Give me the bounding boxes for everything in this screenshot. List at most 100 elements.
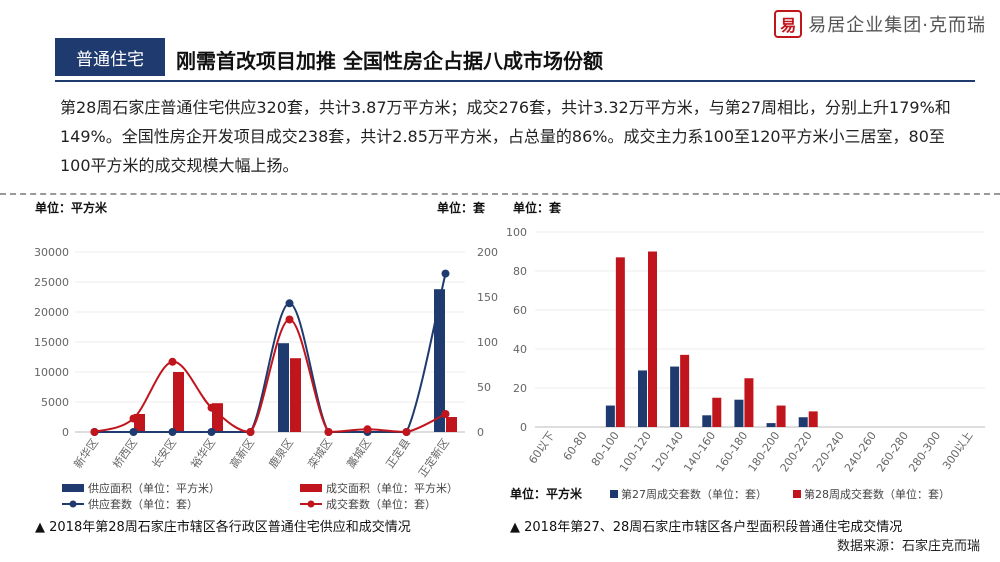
bar-week28 [808, 411, 818, 427]
line-deal-units [94, 318, 446, 434]
ytick-label: 20 [513, 382, 527, 395]
ytick-left-label: 0 [62, 426, 69, 439]
bar-week27 [670, 366, 680, 427]
point-deal-units [207, 403, 216, 412]
left-chart-gridlines [75, 251, 465, 433]
right-chart-bars [605, 251, 818, 427]
bar-deal-area [212, 403, 223, 432]
left-chart-yaxis-right: 0 50 100 150 200 [477, 246, 498, 439]
legend-swatch-week28 [793, 490, 801, 498]
point-supply-units [441, 269, 450, 278]
district-chart: 单位：平方米 单位：套 0 5000 10000 15000 20000 25000 300… [34, 200, 498, 535]
xtick-label: 鹿泉区 [266, 436, 296, 471]
left-chart-bars [134, 289, 457, 432]
ytick-right-label: 200 [477, 246, 498, 259]
legend-swatch-deal-area [300, 484, 322, 492]
bar-week27 [766, 423, 776, 427]
left-chart-caption: ▲ 2018年第28周石家庄市辖区各行政区普通住宅供应和成交情况 [35, 519, 411, 535]
xtick-label: 裕华区 [188, 436, 218, 471]
right-chart-caption: ▲ 2018年第27、28周石家庄市辖区各户型面积段普通住宅成交情况 [510, 519, 902, 535]
ytick-right-label: 150 [477, 291, 498, 304]
bar-supply-area [434, 289, 445, 432]
ytick-left-label: 5000 [41, 396, 69, 409]
ytick-label: 100 [506, 226, 527, 239]
legend-deal-units: 成交套数（单位：套） [326, 497, 436, 511]
point-supply-units [168, 428, 177, 436]
bar-week27 [798, 417, 808, 427]
right-chart-unit-left: 单位：套 [513, 200, 562, 215]
brand-logo: 易 易居企业集团·克而瑞 [774, 10, 986, 38]
bar-week28 [680, 354, 690, 427]
point-deal-units [90, 428, 99, 436]
bar-week28 [648, 251, 657, 427]
title-divider [55, 80, 975, 82]
ytick-right-label: 100 [477, 336, 498, 349]
legend-week28: 第28周成交套数（单位：套） [804, 487, 950, 501]
left-chart-xaxis: 新华区 桥西区 长安区 裕华区 高新区 鹿泉区 栾城区 藁城区 正定县 正定新区 [71, 436, 452, 480]
xtick-label: 长安区 [149, 436, 179, 471]
legend-supply-area: 供应面积（单位：平方米） [88, 481, 220, 495]
ytick-label: 0 [520, 421, 527, 434]
point-supply-units [207, 428, 216, 436]
xtick-label: 60-80 [561, 429, 590, 463]
logo-text: 易居企业集团·克而瑞 [808, 15, 986, 36]
legend-swatch-supply-area [62, 484, 84, 492]
ytick-right-label: 50 [477, 381, 491, 394]
legend-deal-area: 成交面积（单位：平方米） [326, 481, 458, 495]
bar-deal-area [134, 414, 145, 432]
legend-supply-units: 供应套数（单位：套） [88, 497, 198, 511]
xtick-label: 280-300 [906, 429, 943, 474]
legend-week27: 第27周成交套数（单位：套） [621, 487, 767, 501]
right-chart-gridlines [535, 231, 985, 428]
point-deal-units [168, 357, 177, 366]
xtick-label: 60以下 [526, 429, 557, 466]
charts-canvas: 单位：平方米 单位：套 0500010000150002000025000300… [34, 200, 985, 535]
bar-deal-area [290, 358, 301, 432]
right-chart-xaxis: 60以下 60-80 80-100100-120120-140140-160160-… [526, 429, 975, 474]
xtick-label: 栾城区 [305, 436, 335, 471]
line-supply-units [94, 273, 447, 433]
xtick-label: 80-100 [589, 429, 622, 468]
point-deal-units [324, 428, 333, 436]
unit-size-chart: 单位：套 0 20 40 60 80 100 60以下 60-80 80-100100-120… [506, 200, 985, 535]
data-source: 数据来源：石家庄克而瑞 [836, 539, 980, 554]
ytick-label: 80 [513, 265, 527, 278]
point-supply-units [129, 428, 138, 436]
ytick-label: 60 [513, 304, 527, 317]
legend-marker-supply-units [69, 500, 77, 508]
point-deal-units [129, 414, 138, 423]
left-chart-unit-right: 单位：套 [437, 200, 486, 215]
ytick-left-label: 25000 [34, 276, 69, 289]
point-deal-units [363, 425, 372, 434]
bar-supply-area [278, 343, 289, 432]
legend-marker-deal-units [307, 500, 315, 508]
right-chart-unit-bottom: 单位：平方米 [510, 486, 583, 501]
logo-mark: 易 [774, 10, 803, 38]
point-deal-units [285, 315, 294, 324]
ytick-left-label: 15000 [34, 336, 69, 349]
bar-week28 [615, 257, 625, 427]
ytick-label: 40 [513, 343, 527, 356]
point-deal-units [246, 428, 255, 436]
left-chart-unit-left: 单位：平方米 [35, 200, 108, 215]
xtick-label: 正定县 [383, 436, 413, 471]
right-chart-yaxis: 0 20 40 60 80 100 [506, 226, 527, 434]
section-divider [0, 193, 1000, 195]
left-chart-legend: 供应面积（单位：平方米） 成交面积（单位：平方米） 供应套数（单位：套） 成交套… [62, 481, 458, 511]
xtick-label: 藁城区 [344, 436, 374, 470]
right-chart-legend: 第27周成交套数（单位：套） 第28周成交套数（单位：套） [610, 487, 950, 501]
ytick-left-label: 10000 [34, 366, 69, 379]
bar-deal-area [173, 372, 184, 432]
bar-week27 [638, 370, 647, 427]
bar-week28 [744, 378, 754, 427]
xtick-label: 300以上 [940, 429, 975, 472]
bar-deal-area [446, 417, 457, 432]
xtick-label: 新华区 [71, 436, 101, 471]
ytick-left-label: 30000 [34, 246, 69, 259]
point-deal-units [441, 410, 450, 418]
point-supply-units [285, 299, 294, 308]
bar-week27 [702, 415, 712, 427]
left-chart-lines [90, 269, 450, 436]
xtick-label: 正定新区 [415, 436, 452, 480]
bar-week28 [712, 397, 722, 427]
